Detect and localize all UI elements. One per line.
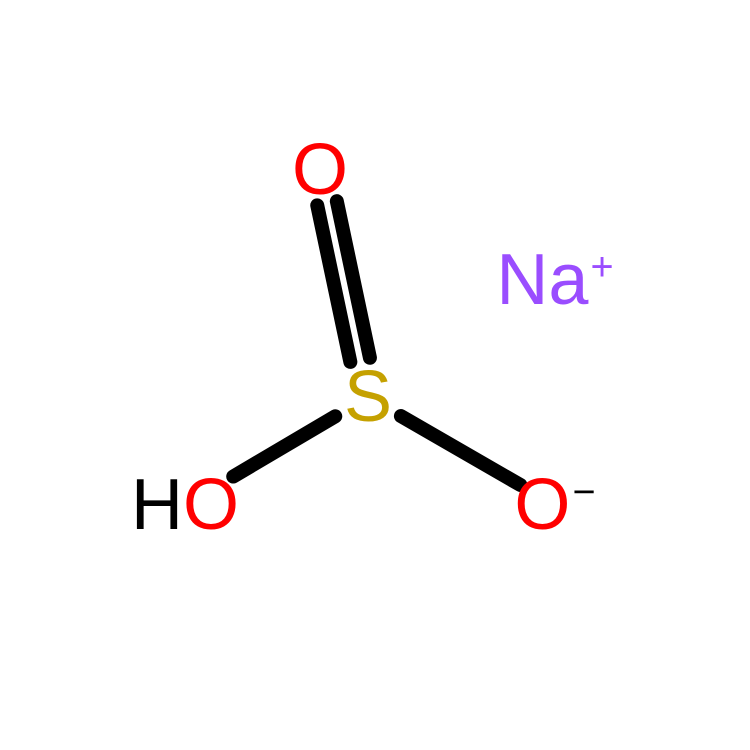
atom-na-charge: + bbox=[590, 245, 613, 289]
atom-o-minus: O− bbox=[514, 469, 595, 541]
atom-o-top-label: O bbox=[292, 130, 348, 210]
atom-s: S bbox=[344, 361, 392, 433]
atom-na-label: Na bbox=[496, 240, 588, 320]
atom-ho-o: O bbox=[183, 465, 239, 545]
atom-s-label: S bbox=[344, 357, 392, 437]
atom-ho-h: H bbox=[131, 465, 183, 545]
chemical-structure-canvas: O S HO O− Na+ bbox=[0, 0, 750, 750]
atom-o-minus-charge: − bbox=[572, 470, 595, 514]
atom-ho: HO bbox=[131, 469, 239, 541]
atom-na: Na+ bbox=[496, 244, 613, 316]
atom-o-top: O bbox=[292, 134, 348, 206]
atom-o-minus-label: O bbox=[514, 465, 570, 545]
